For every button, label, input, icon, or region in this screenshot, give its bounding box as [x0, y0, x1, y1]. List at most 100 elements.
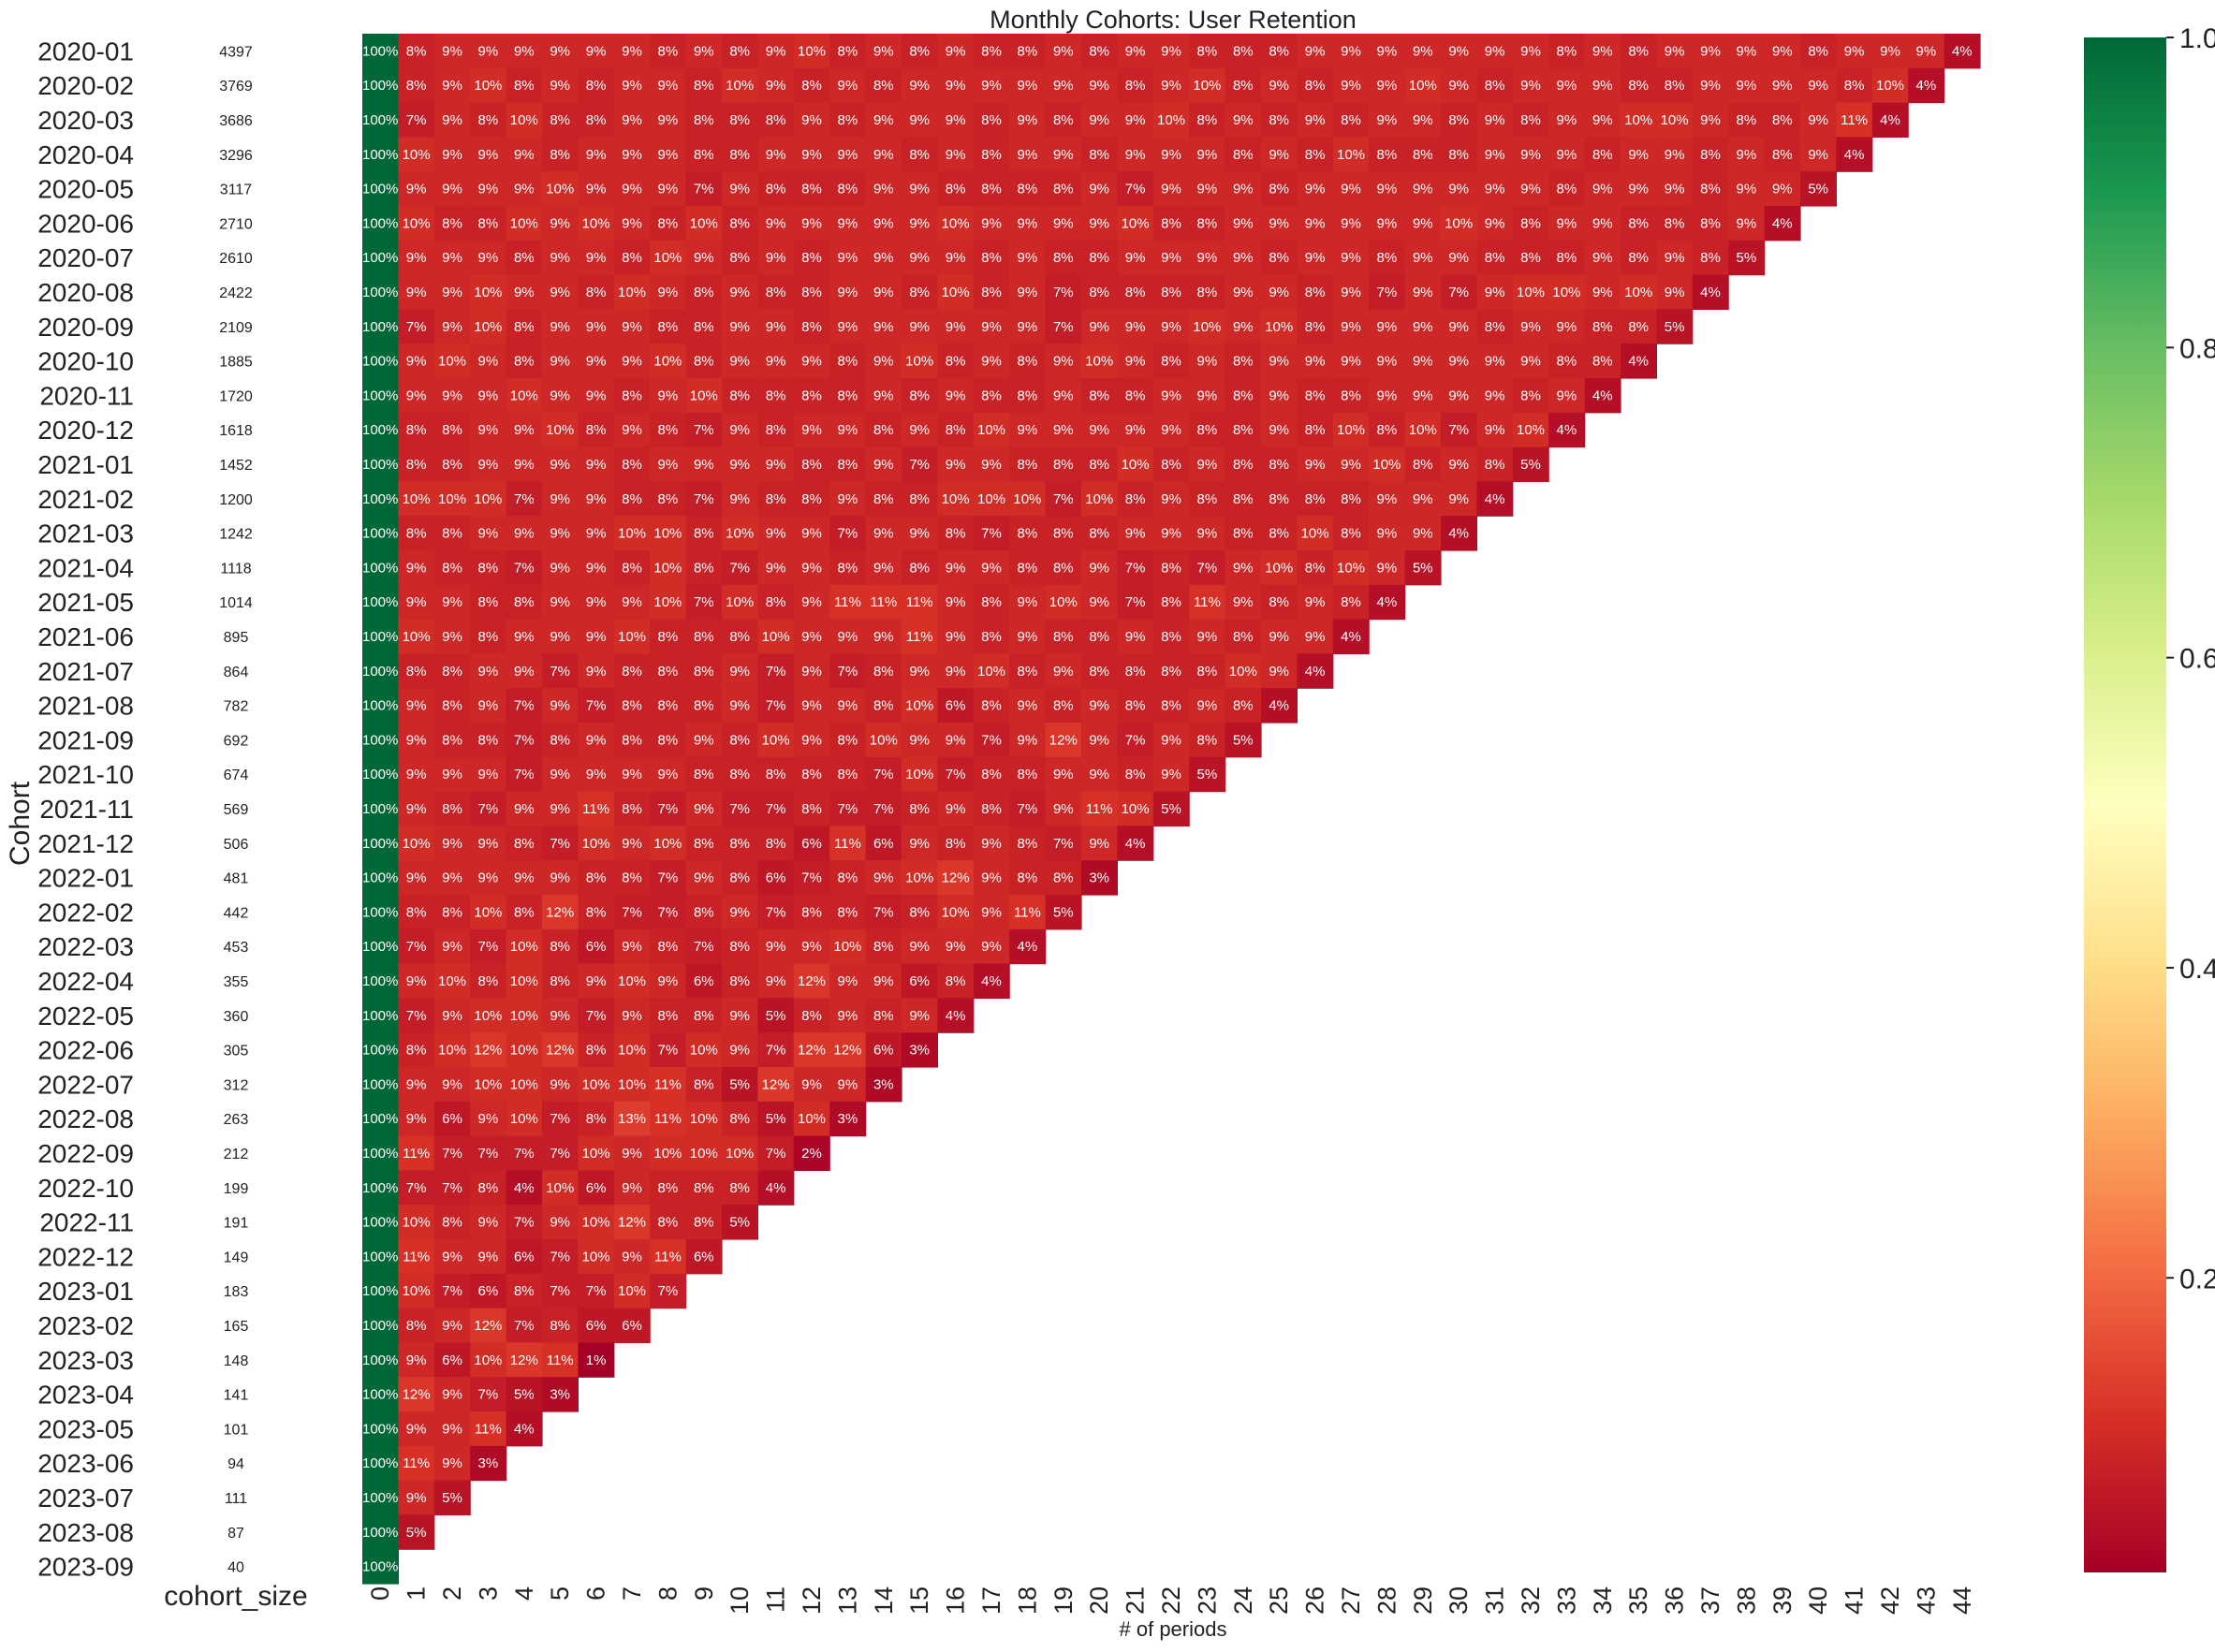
- cell-value-label: 9%: [1737, 43, 1757, 59]
- cell-value-label: 9%: [1377, 491, 1398, 507]
- heatmap-cell: [973, 688, 1010, 724]
- heatmap-cell: [902, 67, 938, 104]
- cell-value-label: 6%: [946, 698, 966, 714]
- cell-value-label: 8%: [1305, 319, 1326, 335]
- cell-value-label: 9%: [909, 112, 930, 128]
- cell-value-label: 10%: [474, 491, 502, 507]
- cohort-size-value: 40: [227, 1560, 244, 1576]
- heatmap-cell: [865, 1032, 902, 1068]
- cell-value-label: 3%: [838, 1111, 858, 1127]
- heatmap-cell: [757, 1067, 795, 1103]
- cell-value-label: 4%: [1880, 112, 1900, 128]
- cell-value-label: 100%: [362, 1318, 398, 1334]
- cell-value-label: 9%: [873, 285, 894, 300]
- cell-value-label: 8%: [1377, 250, 1398, 266]
- heatmap-cell: [650, 688, 687, 724]
- cell-value-label: 8%: [1844, 78, 1865, 94]
- cell-value-label: 8%: [909, 560, 930, 576]
- cell-value-label: 8%: [586, 78, 607, 94]
- heatmap-cell: [829, 653, 867, 689]
- cell-value-label: 7%: [946, 767, 966, 782]
- cell-value-label: 9%: [478, 387, 499, 403]
- heatmap-cell: [1009, 102, 1047, 138]
- cell-value-label: 4%: [1952, 43, 1973, 59]
- cell-value-label: 9%: [801, 354, 822, 370]
- heatmap-cell: [1512, 344, 1549, 379]
- heatmap-cell: [973, 826, 1010, 861]
- cell-value-label: 9%: [442, 1249, 462, 1265]
- heatmap-cell: [1584, 344, 1621, 379]
- heatmap-cell: [1512, 412, 1549, 448]
- cell-value-label: 9%: [838, 250, 858, 266]
- cohort-size-value: 1242: [219, 527, 253, 543]
- cell-value-label: 9%: [766, 215, 786, 231]
- heatmap-cell: [865, 756, 902, 793]
- cell-value-label: 9%: [1233, 319, 1254, 335]
- cell-value-label: 1%: [586, 1352, 607, 1368]
- cell-value-label: 8%: [1053, 526, 1074, 542]
- heatmap-cell: [1441, 67, 1477, 104]
- cell-value-label: 8%: [909, 491, 930, 507]
- x-tick-label: 42: [1876, 1586, 1904, 1615]
- heatmap-cell: [1189, 550, 1226, 586]
- heatmap-cell: [685, 137, 723, 172]
- cell-value-label: 9%: [1520, 319, 1541, 335]
- cohort-size-value: 148: [224, 1353, 249, 1369]
- cell-value-label: 100%: [362, 457, 398, 473]
- cell-value-label: 8%: [1018, 182, 1038, 197]
- cell-value-label: 9%: [586, 732, 607, 748]
- heatmap-cell: [578, 171, 615, 207]
- heatmap-cell: [433, 688, 471, 724]
- cell-value-label: 8%: [838, 354, 858, 370]
- heatmap-cell: [398, 481, 435, 517]
- heatmap-cell: [650, 206, 687, 241]
- cell-value-label: 9%: [550, 215, 570, 231]
- cell-value-label: 9%: [801, 594, 822, 610]
- heatmap-cell: [1152, 412, 1190, 448]
- heatmap-cell: [578, 791, 615, 826]
- heatmap-cell: [793, 1032, 830, 1068]
- cell-value-label: 9%: [658, 182, 679, 197]
- cell-value-label: 9%: [550, 250, 570, 266]
- cell-value-label: 7%: [586, 698, 607, 714]
- cell-value-label: 10%: [546, 182, 574, 197]
- cell-value-label: 9%: [1737, 78, 1757, 94]
- cohort-size-value: 1118: [220, 561, 251, 577]
- cell-value-label: 10%: [618, 629, 646, 645]
- heatmap-cell: [1692, 240, 1729, 276]
- cell-value-label: 9%: [1125, 422, 1146, 438]
- heatmap-cell: [685, 481, 723, 517]
- cell-value-label: 8%: [1018, 387, 1038, 403]
- cell-value-label: 9%: [1197, 147, 1218, 163]
- cell-value-label: 9%: [622, 112, 642, 128]
- heatmap-cell: [613, 240, 651, 276]
- heatmap-cell: [1369, 171, 1406, 207]
- cell-value-label: 100%: [362, 43, 398, 59]
- heatmap-cell: [398, 1101, 435, 1137]
- heatmap-cell: [1441, 206, 1477, 241]
- heatmap-cell: [470, 1342, 507, 1378]
- heatmap-cell: [1261, 653, 1298, 689]
- heatmap-cell: [613, 928, 651, 965]
- heatmap-cell: [1584, 378, 1621, 414]
- cell-value-label: 9%: [1377, 78, 1398, 94]
- heatmap-cell: [685, 895, 723, 930]
- heatmap-cell: [433, 412, 471, 448]
- heatmap-cell: [433, 1308, 471, 1343]
- heatmap-cell: [1009, 791, 1047, 826]
- cell-value-label: 8%: [1269, 43, 1289, 59]
- cell-value-label: 9%: [478, 870, 499, 886]
- heatmap-cell: [685, 1067, 723, 1103]
- heatmap-cell: [685, 412, 723, 448]
- cell-value-label: 9%: [1053, 354, 1074, 370]
- cell-value-label: 12%: [474, 1043, 502, 1059]
- heatmap-cell: [433, 895, 471, 930]
- heatmap-cell: [902, 688, 938, 724]
- cell-value-label: 8%: [946, 354, 966, 370]
- x-tick-label: 5: [546, 1586, 574, 1601]
- heatmap-cell: [362, 309, 399, 344]
- heatmap-cell: [1081, 723, 1118, 758]
- heatmap-cell: [829, 791, 867, 826]
- cell-value-label: 8%: [1018, 457, 1038, 473]
- cell-value-label: 11%: [654, 1249, 682, 1265]
